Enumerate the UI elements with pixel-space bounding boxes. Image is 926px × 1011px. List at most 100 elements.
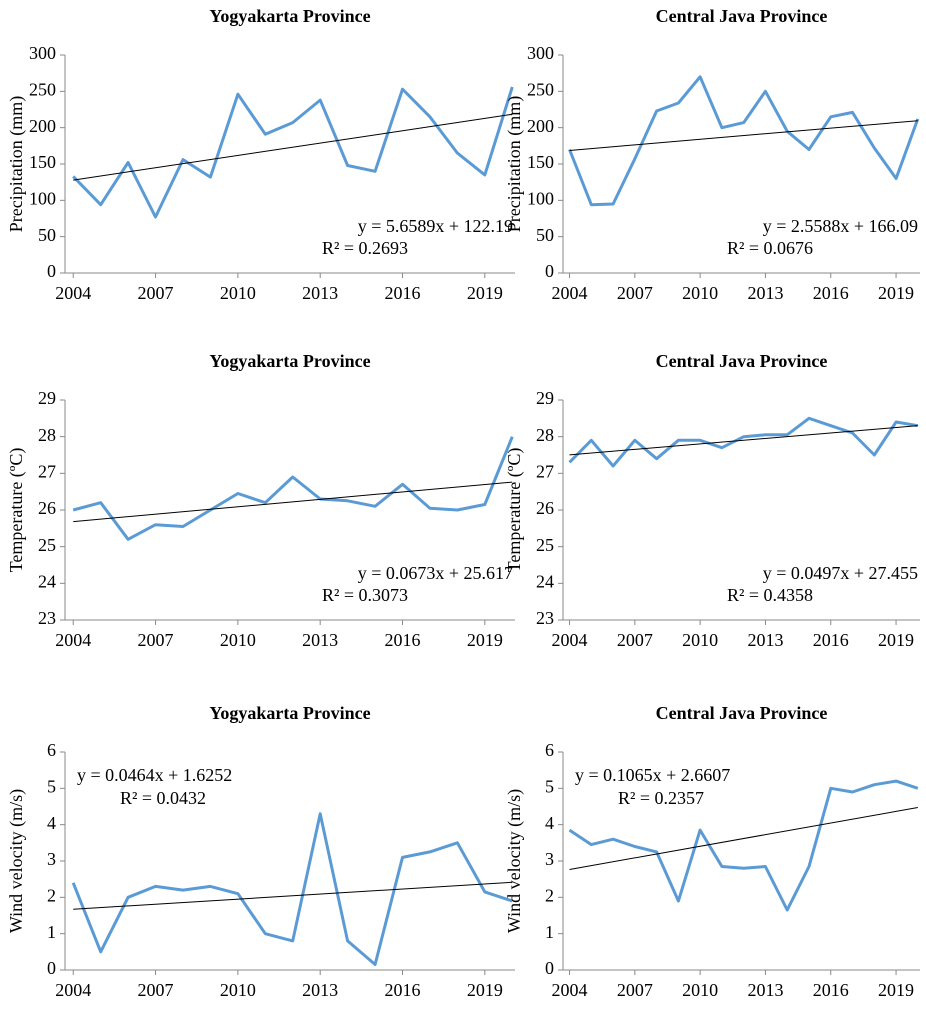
- chart-title: Central Java Province: [656, 351, 828, 371]
- x-tick-label: 2013: [747, 283, 783, 303]
- chart-title: Central Java Province: [656, 6, 828, 26]
- y-tick-label: 100: [29, 188, 56, 208]
- y-tick-label: 3: [545, 849, 554, 869]
- x-tick-label: 2010: [682, 283, 718, 303]
- x-tick-label: 2007: [138, 630, 174, 650]
- trend-r-squared: R² = 0.3073: [322, 585, 408, 605]
- trend-equation: y = 5.6589x + 122.19: [358, 216, 513, 236]
- x-tick-label: 2004: [55, 283, 91, 303]
- y-tick-label: 100: [527, 188, 554, 208]
- y-axis-label: Temperature (ºC): [6, 448, 27, 573]
- y-tick-label: 250: [29, 79, 56, 99]
- y-tick-label: 2: [545, 885, 554, 905]
- trend-r-squared: R² = 0.0676: [727, 238, 813, 258]
- data-line: [72, 86, 514, 219]
- y-tick-label: 25: [536, 535, 554, 555]
- y-tick-label: 250: [527, 79, 554, 99]
- y-tick-label: 300: [29, 43, 56, 63]
- trend-line: [73, 113, 513, 181]
- trend-equation: y = 2.5588x + 166.09: [763, 216, 918, 236]
- y-tick-label: 29: [536, 388, 554, 408]
- data-line: [72, 436, 514, 541]
- x-tick-label: 2007: [617, 630, 653, 650]
- x-tick-label: 2019: [467, 980, 503, 1000]
- x-tick-label: 2019: [467, 630, 503, 650]
- x-tick-label: 2010: [220, 630, 256, 650]
- y-tick-label: 0: [47, 261, 56, 281]
- x-tick-label: 2004: [552, 630, 588, 650]
- y-tick-label: 300: [527, 43, 554, 63]
- x-tick-label: 2010: [682, 630, 718, 650]
- y-tick-label: 28: [38, 425, 56, 445]
- y-tick-label: 200: [527, 116, 554, 136]
- data-line: [568, 75, 920, 207]
- y-tick-label: 26: [536, 498, 554, 518]
- trend-line: [73, 481, 513, 523]
- trend-equation: y = 0.1065x + 2.6607: [575, 765, 730, 785]
- x-tick-label: 2019: [878, 630, 914, 650]
- y-tick-label: 5: [47, 776, 56, 796]
- x-tick-label: 2013: [747, 630, 783, 650]
- y-tick-label: 5: [545, 776, 554, 796]
- y-tick-label: 24: [536, 571, 554, 591]
- trend-equation: y = 0.0464x + 1.6252: [77, 765, 232, 785]
- x-tick-label: 2004: [552, 283, 588, 303]
- y-axis-label: Precipitation (mm): [504, 96, 525, 232]
- y-tick-label: 0: [545, 261, 554, 281]
- x-tick-label: 2004: [55, 630, 91, 650]
- trend-line: [569, 425, 918, 456]
- y-tick-label: 1: [47, 922, 56, 942]
- trend-line: [569, 807, 918, 870]
- x-tick-label: 2013: [747, 980, 783, 1000]
- x-tick-label: 2004: [55, 980, 91, 1000]
- y-tick-label: 50: [38, 225, 56, 245]
- x-tick-label: 2016: [813, 980, 849, 1000]
- x-tick-label: 2016: [813, 283, 849, 303]
- y-tick-label: 2: [47, 885, 56, 905]
- x-tick-label: 2007: [138, 283, 174, 303]
- y-tick-label: 3: [47, 849, 56, 869]
- y-tick-label: 50: [536, 225, 554, 245]
- y-tick-label: 4: [47, 813, 56, 833]
- chart-title: Yogyakarta Province: [209, 703, 370, 723]
- y-tick-label: 26: [38, 498, 56, 518]
- trend-equation: y = 0.0673x + 25.617: [358, 563, 513, 583]
- data-line: [568, 416, 919, 468]
- x-tick-label: 2010: [220, 980, 256, 1000]
- y-tick-label: 150: [527, 152, 554, 172]
- trend-r-squared: R² = 0.0432: [120, 788, 206, 808]
- trend-r-squared: R² = 0.2693: [322, 238, 408, 258]
- chart-title: Central Java Province: [656, 703, 828, 723]
- y-tick-label: 25: [38, 535, 56, 555]
- x-tick-label: 2019: [878, 283, 914, 303]
- x-tick-label: 2019: [467, 283, 503, 303]
- y-axis-label: Wind velocity (m/s): [6, 789, 27, 933]
- y-axis-label: Precipitation (mm): [6, 96, 27, 232]
- y-tick-label: 1: [545, 922, 554, 942]
- x-tick-label: 2013: [302, 980, 338, 1000]
- chart-title: Yogyakarta Province: [209, 6, 370, 26]
- y-tick-label: 27: [38, 461, 56, 481]
- trend-line: [569, 120, 918, 151]
- y-tick-label: 6: [545, 740, 554, 760]
- x-tick-label: 2016: [385, 283, 421, 303]
- x-tick-label: 2010: [682, 980, 718, 1000]
- y-tick-label: 27: [536, 461, 554, 481]
- y-axis-label: Temperature (ºC): [504, 448, 525, 573]
- y-tick-label: 23: [536, 608, 554, 628]
- x-tick-label: 2013: [302, 283, 338, 303]
- x-tick-label: 2016: [385, 980, 421, 1000]
- y-tick-label: 28: [536, 425, 554, 445]
- x-tick-label: 2007: [617, 980, 653, 1000]
- x-tick-label: 2004: [552, 980, 588, 1000]
- y-tick-label: 4: [545, 813, 554, 833]
- data-line: [568, 779, 919, 912]
- trend-r-squared: R² = 0.2357: [618, 788, 704, 808]
- trend-line: [73, 881, 513, 910]
- y-tick-label: 0: [47, 958, 56, 978]
- x-tick-label: 2016: [385, 630, 421, 650]
- chart-title: Yogyakarta Province: [209, 351, 370, 371]
- data-line: [71, 812, 513, 966]
- x-tick-label: 2007: [138, 980, 174, 1000]
